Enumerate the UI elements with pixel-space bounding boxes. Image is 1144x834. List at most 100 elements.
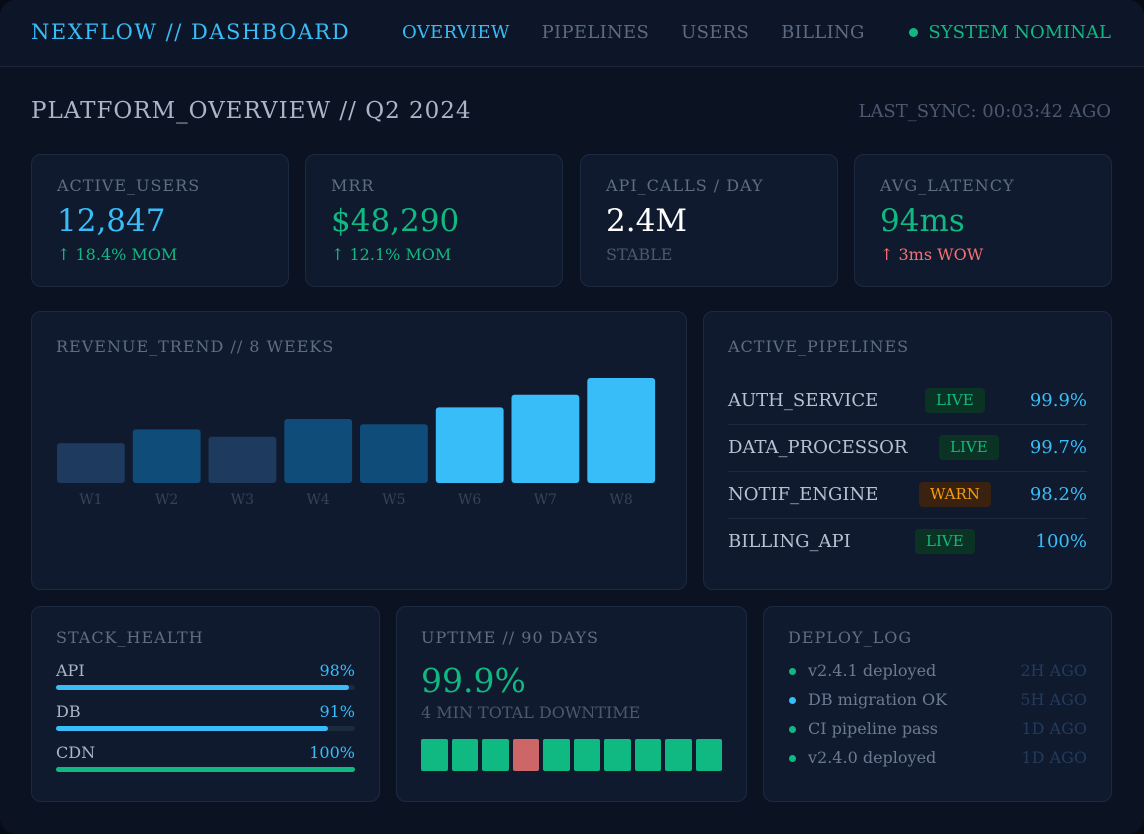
- uptime-block-ok: [634, 739, 661, 771]
- pipeline-uptime: 100%: [1035, 531, 1087, 552]
- health-value: 100%: [309, 743, 355, 762]
- nav-billing[interactable]: BILLING: [781, 22, 865, 43]
- deploy-log-card: DEPLOY_LOG v2.4.1 deployed 2H AGO DB mig…: [763, 606, 1112, 802]
- uptime-block-ok: [421, 739, 448, 771]
- log-status-dot-icon: [789, 697, 796, 704]
- log-entry: v2.4.1 deployed 2H AGO: [788, 661, 1087, 683]
- uptime-card: UPTIME // 90 DAYS 99.9% 4 MIN TOTAL DOWN…: [396, 606, 747, 802]
- log-entry: v2.4.0 deployed 1D AGO: [788, 748, 1087, 770]
- x-tick-label: W3: [231, 492, 254, 508]
- pipeline-row[interactable]: AUTH_SERVICE LIVE 99.9%: [728, 378, 1087, 425]
- kpi-label: AVG_LATENCY: [880, 176, 1015, 195]
- log-status-dot-icon: [789, 755, 796, 762]
- uptime-block-ok: [451, 739, 478, 771]
- log-text: v2.4.0 deployed: [808, 748, 937, 767]
- uptime-block-ok: [573, 739, 600, 771]
- health-bar-track: [56, 726, 355, 731]
- revenue-bar-w4: [284, 419, 353, 483]
- health-value: 98%: [319, 661, 355, 680]
- uptime-block-ok: [482, 739, 509, 771]
- x-tick-label: W5: [382, 492, 405, 508]
- pipeline-name: NOTIF_ENGINE: [728, 484, 879, 505]
- log-text: CI pipeline pass: [808, 719, 939, 738]
- log-status-dot-icon: [789, 668, 796, 675]
- health-name: DB: [56, 702, 81, 721]
- x-tick-label: W4: [306, 492, 329, 508]
- kpi-value: 94ms: [880, 203, 965, 239]
- kpi-label: ACTIVE_USERS: [57, 176, 201, 195]
- pipeline-row[interactable]: DATA_PROCESSOR LIVE 99.7%: [728, 425, 1087, 472]
- revenue-bar-w1: [57, 443, 125, 483]
- kpi-value: 12,847: [57, 203, 166, 239]
- kpi-change: ↑ 3ms WOW: [880, 245, 984, 264]
- kpi-card-api-calls: API_CALLS / DAY 2.4M STABLE: [580, 154, 838, 287]
- nav-pipelines[interactable]: PIPELINES: [541, 22, 650, 43]
- health-value: 91%: [319, 702, 355, 721]
- health-name: API: [56, 661, 85, 680]
- top-bar: NEXFLOW // DASHBOARD OVERVIEW PIPELINES …: [0, 0, 1144, 67]
- revenue-bar-w2: [132, 429, 201, 483]
- stack-health-card: STACK_HEALTH API 98% DB 91% CDN 100%: [31, 606, 380, 802]
- kpi-label: MRR: [331, 176, 375, 195]
- kpi-card-avg-latency: AVG_LATENCY 94ms ↑ 3ms WOW: [854, 154, 1112, 287]
- log-time: 2H AGO: [1020, 661, 1087, 680]
- kpi-label: API_CALLS / DAY: [606, 176, 764, 195]
- x-tick-label: W6: [458, 492, 481, 508]
- kpi-value: 2.4M: [606, 203, 688, 239]
- health-bar-fill: [56, 767, 355, 772]
- status-dot-icon: [909, 28, 919, 37]
- status-badge: LIVE: [925, 388, 985, 413]
- pipeline-name: DATA_PROCESSOR: [728, 437, 908, 458]
- nav-overview[interactable]: OVERVIEW: [402, 22, 510, 43]
- deploy-log-title: DEPLOY_LOG: [788, 628, 913, 647]
- health-bar-track: [56, 767, 355, 772]
- uptime-value: 99.9%: [421, 661, 526, 700]
- revenue-bar-chart: W1 W2 W3 W4 W5 W6 W7 W8: [57, 378, 656, 508]
- uptime-block-ok: [604, 739, 631, 771]
- main-nav: OVERVIEW PIPELINES USERS BILLING: [402, 22, 865, 43]
- uptime-blocks: [421, 739, 722, 771]
- page-title: PLATFORM_OVERVIEW // Q2 2024: [31, 98, 472, 124]
- pipeline-name: AUTH_SERVICE: [728, 390, 879, 411]
- x-tick-label: W7: [534, 492, 557, 508]
- revenue-bar-w7: [511, 394, 580, 483]
- x-tick-label: W8: [609, 492, 632, 508]
- log-time: 1D AGO: [1021, 719, 1087, 738]
- revenue-bar-w6: [435, 407, 504, 483]
- log-text: DB migration OK: [808, 690, 948, 709]
- uptime-block-incident: [512, 739, 539, 771]
- uptime-downtime: 4 MIN TOTAL DOWNTIME: [421, 703, 641, 722]
- uptime-block-ok: [543, 739, 570, 771]
- system-status-text: SYSTEM NOMINAL: [928, 22, 1111, 43]
- system-status: SYSTEM NOMINAL: [909, 22, 1111, 43]
- pipeline-uptime: 99.9%: [1029, 390, 1087, 411]
- chart-title: REVENUE_TREND // 8 WEEKS: [56, 337, 335, 356]
- active-pipelines-card: ACTIVE_PIPELINES AUTH_SERVICE LIVE 99.9%…: [703, 311, 1112, 590]
- brand-title: NEXFLOW // DASHBOARD: [31, 20, 351, 44]
- kpi-card-mrr: MRR $48,290 ↑ 12.1% MOM: [305, 154, 563, 287]
- log-time: 1D AGO: [1021, 748, 1087, 767]
- pipeline-row[interactable]: NOTIF_ENGINE WARN 98.2%: [728, 472, 1087, 519]
- log-time: 5H AGO: [1020, 690, 1087, 709]
- log-entry: CI pipeline pass 1D AGO: [788, 719, 1087, 741]
- revenue-trend-card: REVENUE_TREND // 8 WEEKS W1 W2 W3 W4 W5 W6 W7 W…: [31, 311, 687, 590]
- x-tick-label: W1: [79, 492, 102, 508]
- pipeline-name: BILLING_API: [728, 531, 851, 552]
- health-name: CDN: [56, 743, 96, 762]
- nav-users[interactable]: USERS: [681, 22, 750, 43]
- status-badge: LIVE: [915, 529, 975, 554]
- pipelines-title: ACTIVE_PIPELINES: [728, 337, 910, 356]
- pipeline-uptime: 98.2%: [1029, 484, 1087, 505]
- x-tick-label: W2: [155, 492, 178, 508]
- revenue-bar-w5: [360, 424, 428, 483]
- status-badge: LIVE: [939, 435, 999, 460]
- revenue-bar-w8: [587, 378, 656, 483]
- health-bar-fill: [56, 685, 350, 690]
- health-bar-track: [56, 685, 355, 690]
- revenue-bar-w3: [208, 436, 277, 483]
- kpi-change: STABLE: [606, 245, 673, 264]
- kpi-value: $48,290: [331, 203, 460, 239]
- uptime-title: UPTIME // 90 DAYS: [421, 628, 599, 647]
- pipeline-row[interactable]: BILLING_API LIVE 100%: [728, 519, 1087, 566]
